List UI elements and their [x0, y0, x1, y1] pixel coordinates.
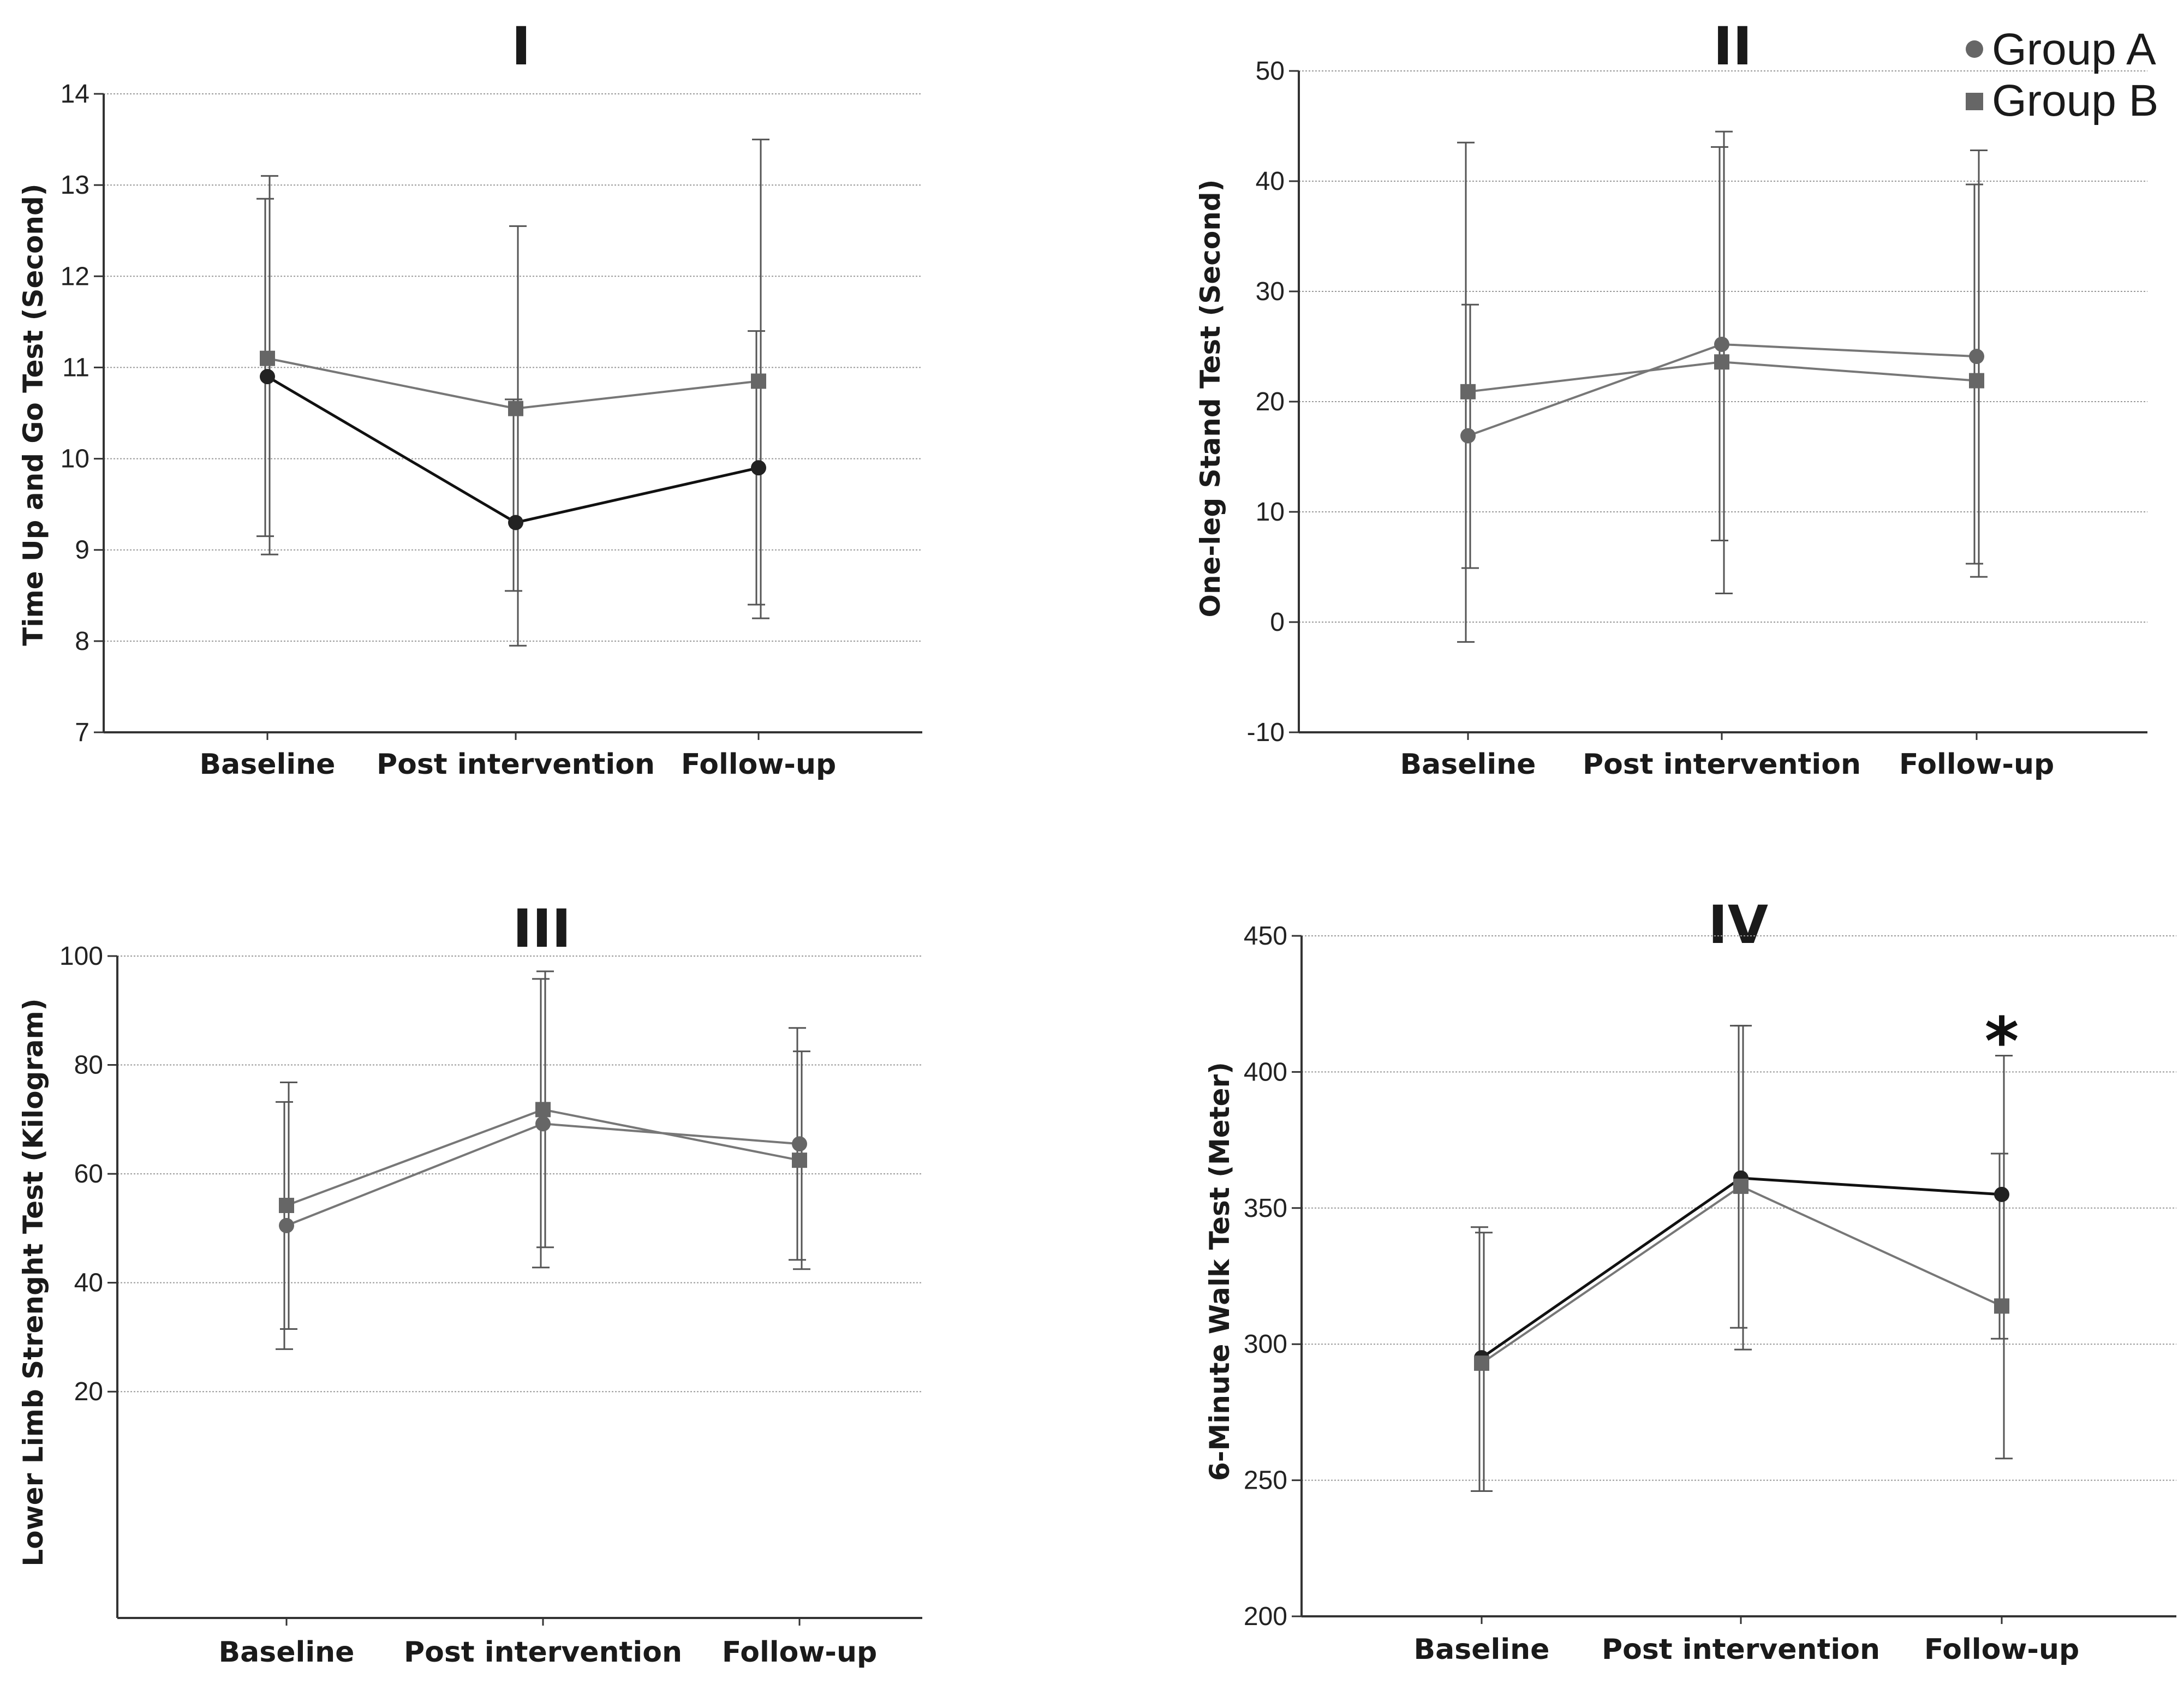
y-tick-label: 0 — [1270, 608, 1285, 637]
x-tick-label: Post intervention — [1602, 1633, 1880, 1666]
data-point-group-a — [792, 1136, 807, 1152]
series-line-group-a — [286, 1122, 800, 1227]
legend-label-group-b: Group B — [1992, 76, 2158, 126]
panel-II-errorbars — [1457, 130, 1988, 643]
data-point-group-a — [260, 369, 275, 385]
legend-label-group-a: Group A — [1992, 25, 2156, 74]
y-tick-label: 11 — [62, 353, 89, 382]
panel-II: II One-leg Stand Test (Second) -10 0 10 20 3… — [1195, 16, 2147, 781]
x-tick-label: Post intervention — [404, 1636, 682, 1669]
x-tick-label: Baseline — [200, 748, 336, 781]
panel-II-title: II — [1713, 16, 1752, 77]
panel-III: III Lower Limb Strenght Test (Kilogram) … — [17, 898, 922, 1669]
x-tick-label: Baseline — [219, 1636, 355, 1669]
x-tick-label: Follow-up — [1899, 748, 2054, 781]
y-tick-label: 20 — [1256, 387, 1285, 416]
panel-IV-lines — [1481, 1177, 2002, 1364]
y-tick-label: 12 — [61, 262, 89, 291]
y-tick-label: 8 — [75, 627, 89, 656]
data-point-group-b — [508, 401, 523, 416]
data-point-group-a — [751, 460, 766, 476]
legend-square-icon — [1966, 93, 1983, 110]
panel-I-ylabel: Time Up and Go Test (Second) — [17, 183, 49, 646]
legend: Group A Group B — [1966, 25, 2158, 126]
data-point-group-b — [792, 1152, 807, 1168]
y-tick-label: 20 — [74, 1377, 103, 1406]
x-tick-label: Follow-up — [722, 1636, 877, 1669]
data-point-group-a — [279, 1217, 294, 1233]
panel-II-ticks: -10 0 10 20 30 40 50 Baseline Post intervention F… — [1247, 57, 2147, 781]
panel-I: I Time Up and Go Test (Second) 7 8 9 10 11 12… — [17, 16, 922, 781]
y-tick-label: 7 — [75, 718, 89, 747]
y-tick-label: -10 — [1247, 718, 1285, 747]
panel-II-markers — [1460, 336, 1984, 444]
series-line-group-b — [1481, 1185, 2002, 1364]
y-tick-label: 14 — [61, 80, 89, 109]
panel-IV-markers — [1474, 1170, 2009, 1371]
data-point-group-b — [1994, 1298, 2009, 1314]
panel-I-errorbars — [256, 139, 769, 647]
panel-III-errorbars — [276, 970, 810, 1350]
panel-III-markers — [279, 1102, 807, 1233]
y-tick-label: 250 — [1244, 1466, 1287, 1495]
x-tick-label: Baseline — [1400, 748, 1536, 781]
panel-IV-ticks: 200 250 300 350 400 450 Baseline Post intervent… — [1244, 922, 2176, 1666]
data-point-group-b — [751, 373, 766, 389]
y-tick-label: 450 — [1244, 922, 1287, 951]
panel-IV: IV 6-Minute Walk Test (Meter) * 200 250 30… — [1204, 894, 2176, 1666]
y-tick-label: 40 — [74, 1269, 103, 1298]
y-tick-label: 9 — [75, 536, 89, 565]
data-point-group-a — [1460, 428, 1476, 444]
data-point-group-b — [1733, 1178, 1749, 1194]
x-tick-label: Follow-up — [1924, 1633, 2079, 1666]
panel-III-ylabel: Lower Limb Strenght Test (Kilogram) — [17, 998, 49, 1566]
panel-I-markers — [260, 350, 766, 530]
data-point-group-a — [1969, 349, 1984, 365]
data-point-group-a — [535, 1116, 551, 1132]
x-tick-label: Post intervention — [377, 748, 655, 781]
data-point-group-b — [279, 1197, 294, 1213]
y-tick-label: 200 — [1244, 1602, 1287, 1631]
x-tick-label: Baseline — [1414, 1633, 1550, 1666]
y-tick-label: 30 — [1256, 277, 1285, 306]
data-point-group-b — [1969, 373, 1984, 389]
x-tick-label: Follow-up — [681, 748, 836, 781]
y-tick-label: 350 — [1244, 1194, 1287, 1223]
data-point-group-a — [508, 515, 523, 530]
panel-III-ticks: 20 40 60 80 100 Baseline Post intervention Foll… — [59, 942, 922, 1669]
significance-asterisk: * — [1985, 1004, 2019, 1080]
y-tick-label: 400 — [1244, 1058, 1287, 1086]
y-tick-label: 300 — [1244, 1330, 1287, 1359]
data-point-group-b — [1474, 1355, 1489, 1371]
data-point-group-b — [1460, 384, 1476, 399]
data-point-group-a — [1994, 1186, 2009, 1202]
panel-I-ticks: 7 8 9 10 11 12 13 14 Baseline Post intervention Fo… — [61, 80, 922, 781]
panel-I-title: I — [511, 16, 531, 77]
data-point-group-b — [1714, 354, 1729, 370]
panel-III-title: III — [512, 898, 571, 959]
y-tick-label: 60 — [74, 1160, 103, 1189]
y-tick-label: 50 — [1256, 57, 1285, 86]
panel-II-ylabel: One-leg Stand Test (Second) — [1195, 180, 1226, 618]
panel-IV-title: IV — [1708, 894, 1768, 956]
y-tick-label: 13 — [61, 171, 89, 200]
y-tick-label: 40 — [1256, 167, 1285, 196]
x-tick-label: Post intervention — [1583, 748, 1861, 781]
y-tick-label: 10 — [1256, 498, 1285, 527]
y-tick-label: 100 — [59, 942, 103, 971]
data-point-group-a — [1714, 336, 1729, 352]
legend-circle-icon — [1966, 40, 1983, 58]
y-tick-label: 10 — [61, 445, 89, 474]
panel-IV-ylabel: 6-Minute Walk Test (Meter) — [1204, 1062, 1236, 1481]
panel-IV-errorbars — [1471, 1025, 2013, 1492]
data-point-group-b — [535, 1102, 551, 1118]
y-tick-label: 80 — [74, 1051, 103, 1080]
series-line-group-a — [1481, 1177, 2002, 1359]
data-point-group-b — [260, 350, 275, 366]
